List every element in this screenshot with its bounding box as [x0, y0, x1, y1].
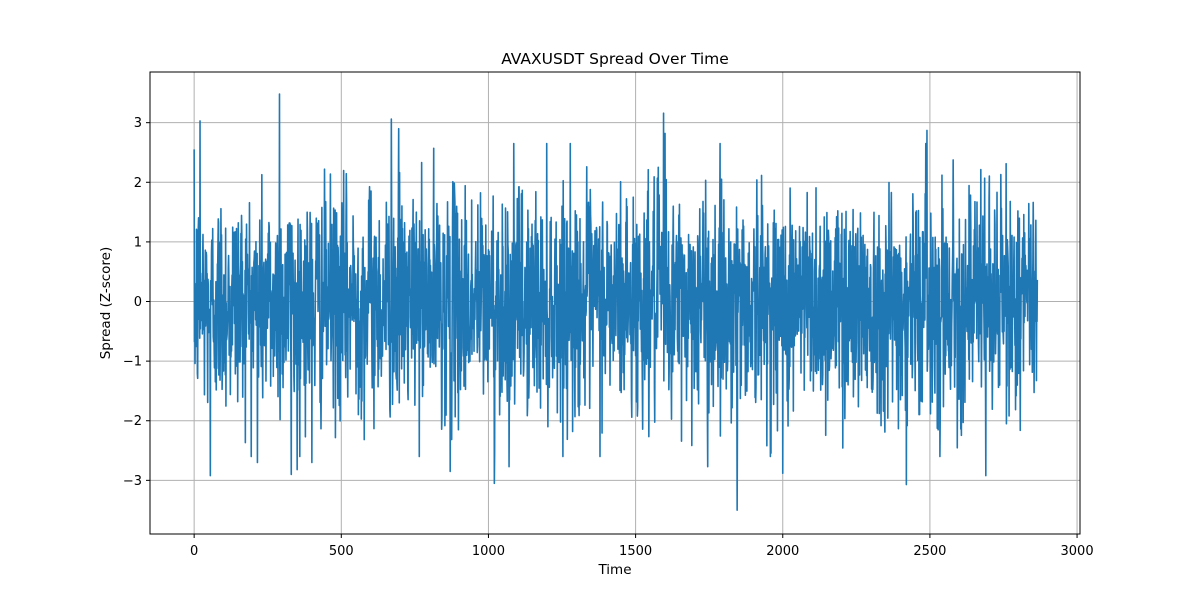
- y-tick-label: 2: [134, 176, 142, 191]
- y-tick-label: 3: [134, 116, 142, 131]
- y-tick-label: 1: [134, 235, 142, 250]
- chart-title: AVAXUSDT Spread Over Time: [501, 50, 729, 68]
- x-axis-title: Time: [597, 562, 631, 578]
- y-tick-label: −3: [123, 474, 142, 489]
- x-tick-label: 2000: [766, 544, 799, 559]
- y-tick-label: −1: [123, 355, 142, 370]
- series-layer: [193, 93, 1039, 511]
- x-tick-label: 1000: [472, 544, 505, 559]
- x-tick-label: 1500: [619, 544, 652, 559]
- plot-frame: [149, 71, 1081, 535]
- ticks-layer: 0 500 1000 1500 2000 2500 3000 −3 −2 −1 0 1 2 3: [123, 116, 1094, 559]
- y-tick-label: 0: [134, 295, 142, 310]
- x-tick-label: 2500: [913, 544, 946, 559]
- spread-series-line: [193, 93, 1039, 511]
- y-axis-title: Spread (Z-score): [98, 247, 114, 360]
- x-tick-label: 0: [190, 544, 198, 559]
- x-tick-label: 500: [329, 544, 354, 559]
- y-tick-label: −2: [123, 414, 142, 429]
- x-tick-label: 3000: [1061, 544, 1094, 559]
